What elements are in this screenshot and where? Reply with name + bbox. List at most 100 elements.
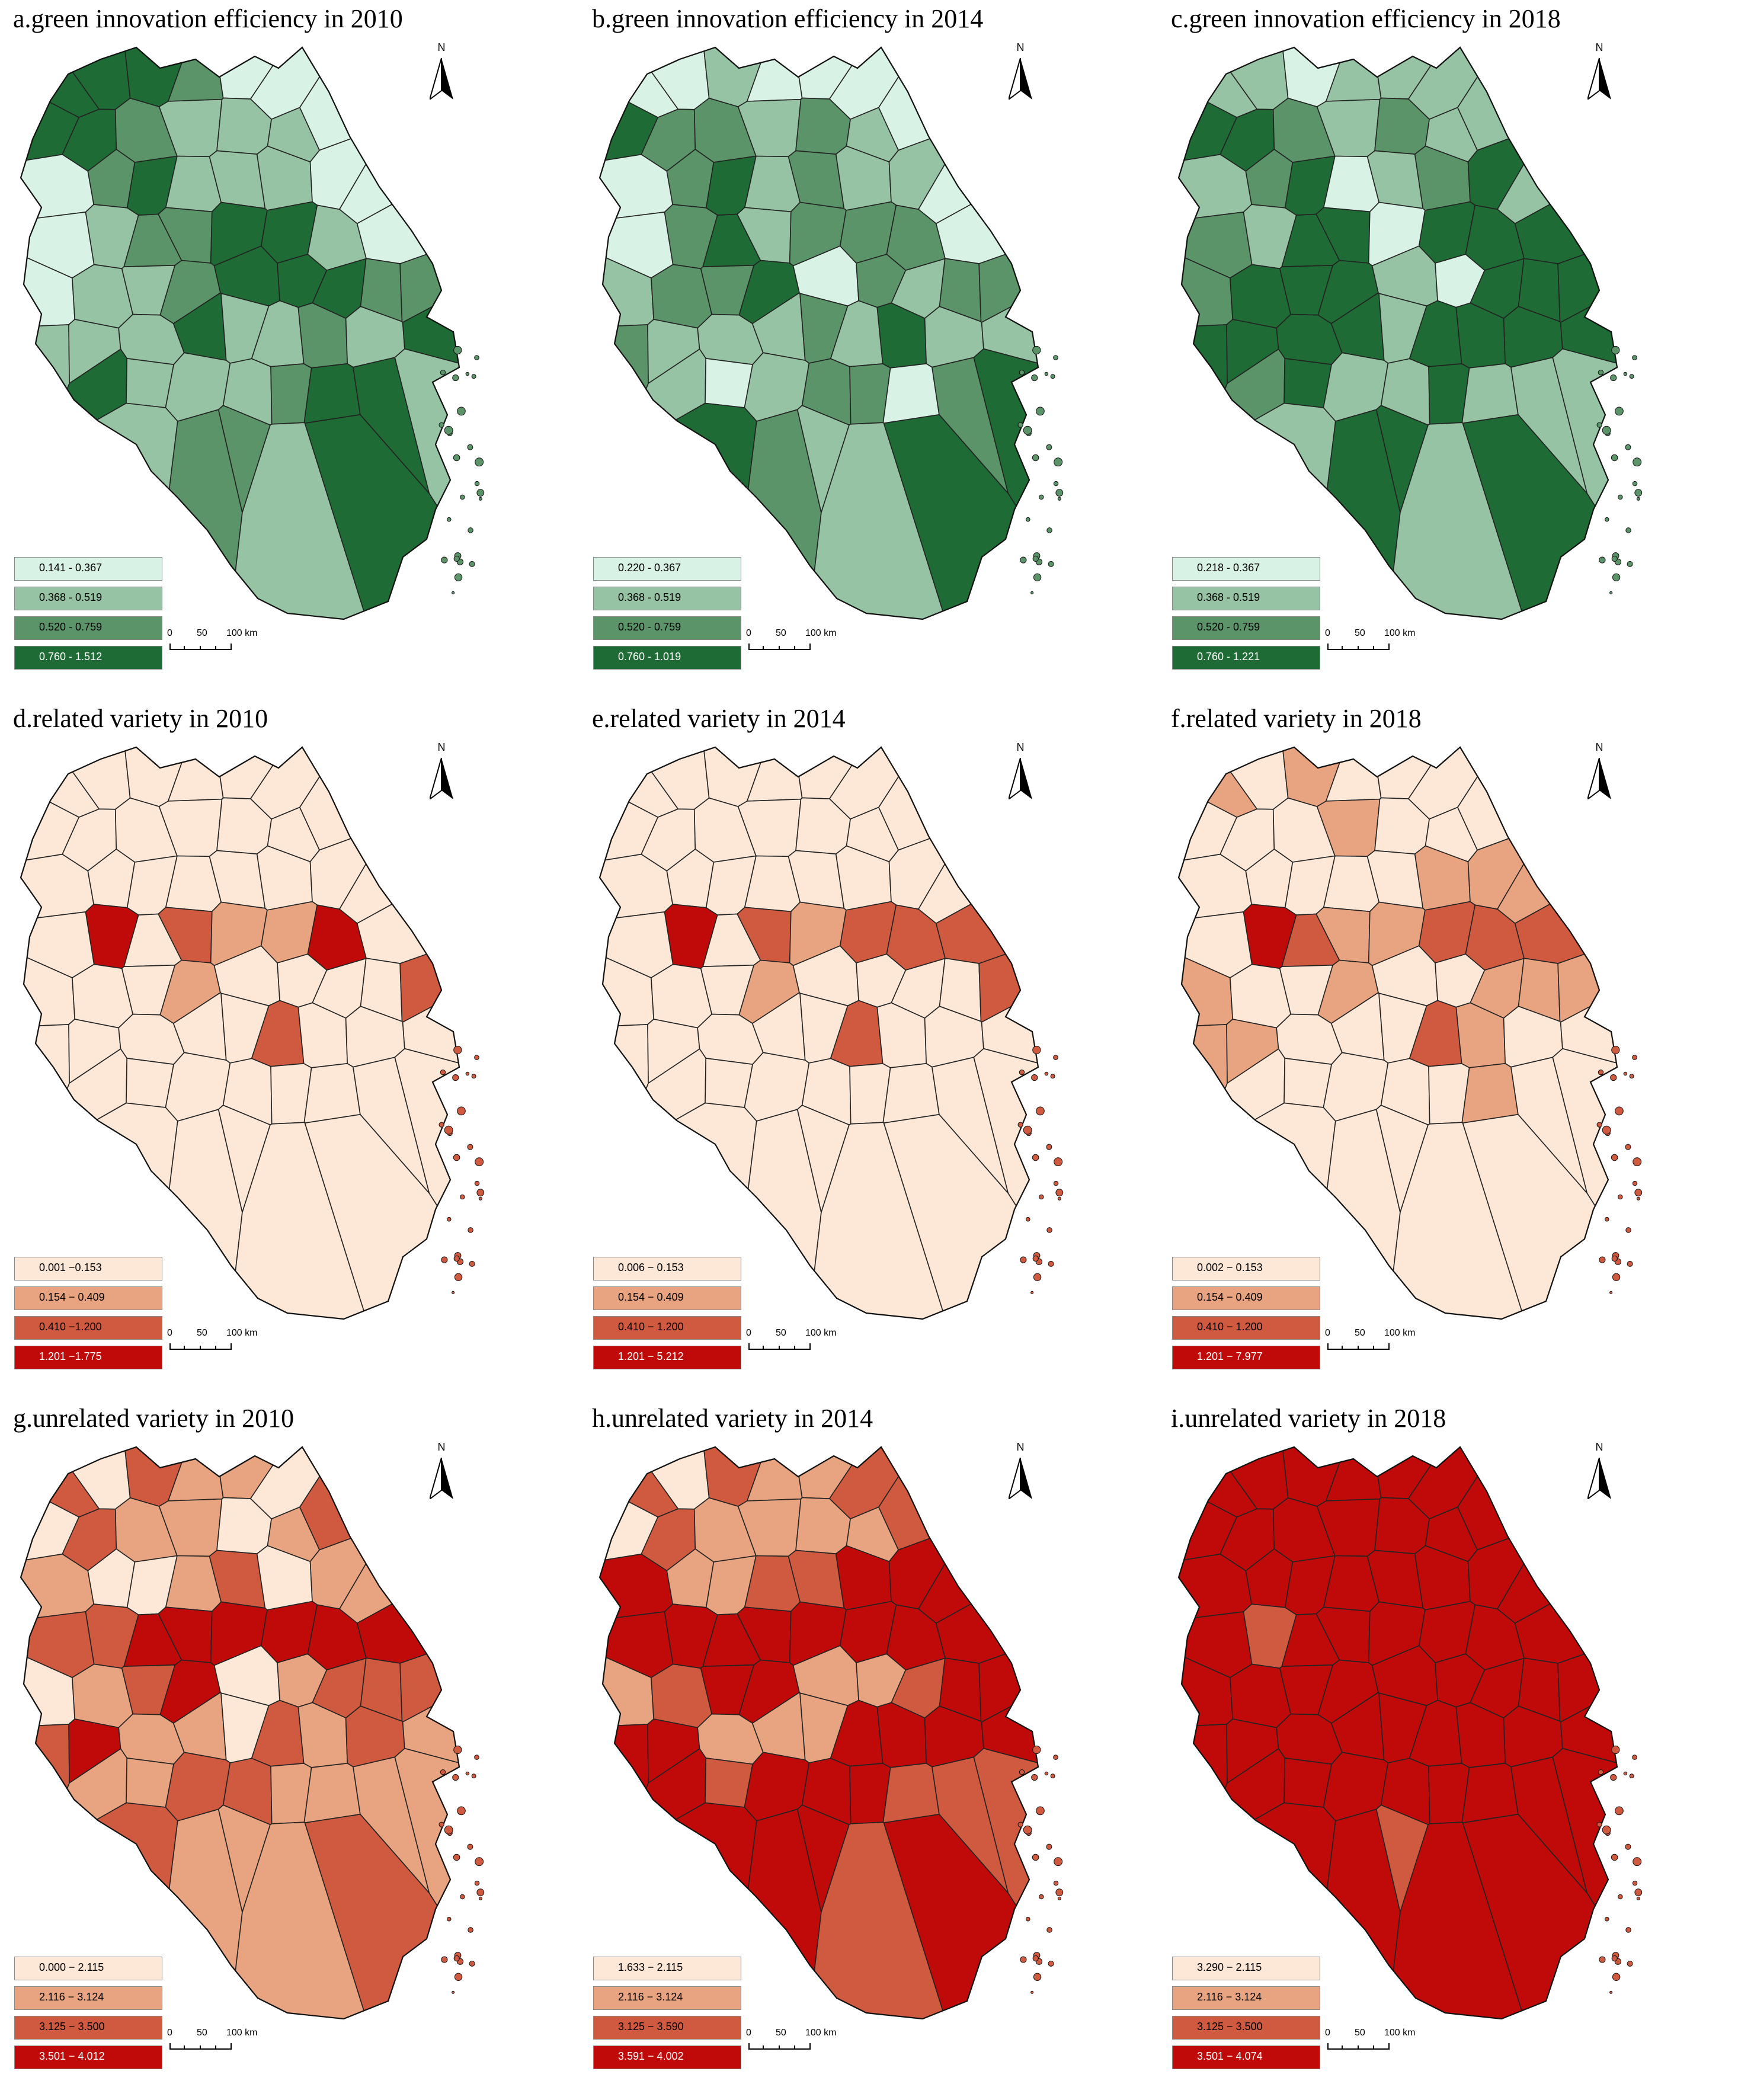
legend-item: 0.410 − 1.200	[1172, 1314, 1326, 1343]
coastal-island	[1629, 1774, 1634, 1779]
north-label: N	[1016, 1441, 1025, 1453]
map-region	[303, 1762, 361, 1824]
legend-label: 3.125 − 3.500	[1197, 2021, 1263, 2032]
coastal-island	[1629, 374, 1634, 379]
scale-bar: 0 50 100 km	[167, 1328, 264, 1358]
coastal-island	[453, 555, 460, 562]
legend-label: 0.760 - 1.512	[39, 651, 103, 662]
region-border	[20, 746, 460, 1320]
coastal-island	[1605, 1217, 1609, 1222]
legend-swatch	[1172, 2045, 1320, 2069]
coastal-island	[1036, 406, 1045, 416]
coastal-island	[1618, 494, 1623, 500]
coastal-island	[457, 406, 466, 416]
coastal-island	[1053, 1180, 1059, 1186]
legend-item: 0.760 - 1.221	[1172, 644, 1326, 673]
map-region	[882, 363, 940, 424]
coastal-island	[1019, 369, 1025, 376]
coastal-island	[452, 591, 455, 594]
legend-label: 3.501 − 4.012	[39, 2050, 105, 2062]
legend-swatch	[593, 587, 741, 610]
map-region	[399, 907, 459, 1023]
legend-swatch	[14, 1346, 162, 1369]
coastal-island	[453, 1045, 462, 1055]
scale-tick-label: 100 km	[226, 2028, 258, 2038]
scale-tick-label: 50	[1355, 1328, 1365, 1338]
legend-swatch	[14, 1286, 162, 1310]
coastal-island	[474, 355, 479, 360]
coastal-island	[438, 1122, 444, 1128]
coastal-island	[460, 1194, 465, 1200]
coastal-island	[454, 1273, 463, 1282]
legend-swatch	[1172, 1257, 1320, 1281]
legend-swatch	[593, 1346, 741, 1369]
legend-item: 3.501 − 4.012	[14, 2043, 168, 2073]
map-region	[600, 324, 649, 488]
coastal-island	[447, 1916, 452, 1922]
coastal-island	[1039, 494, 1044, 500]
legend-label: 0.154 − 0.409	[39, 1291, 105, 1303]
map-region	[299, 47, 459, 151]
legend-item: 0.154 − 0.409	[14, 1284, 168, 1314]
panel-title: e.related variety in 2014	[592, 704, 846, 733]
legend-item: 0.368 - 0.519	[14, 584, 168, 614]
legend: 0.141 - 0.367 0.368 - 0.519 0.520 - 0.759 0…	[14, 555, 168, 673]
coastal-island	[471, 1774, 476, 1779]
coastal-island	[1599, 1956, 1606, 1963]
north-arrow-icon: N	[424, 41, 459, 107]
legend-item: 3.591 − 4.002	[593, 2043, 747, 2073]
choropleth-map	[20, 1446, 485, 2020]
north-arrow-icon: N	[1003, 41, 1038, 107]
coastal-island	[453, 1154, 460, 1161]
legend-item: 0.368 - 0.519	[593, 584, 747, 614]
coastal-island	[1636, 1896, 1640, 1900]
coastal-island	[1625, 527, 1631, 533]
map-region	[935, 1512, 1038, 1664]
scale-bar: 0 50 100 km	[1325, 628, 1422, 658]
coastal-island	[1609, 591, 1613, 594]
map-region	[917, 1447, 1038, 1624]
coastal-island	[471, 1074, 476, 1079]
panel-title: g.unrelated variety in 2010	[13, 1404, 295, 1433]
legend-label: 3.290 − 2.115	[1197, 1961, 1262, 1973]
scale-tick-label: 0	[746, 2028, 751, 2038]
legend-swatch	[1172, 646, 1320, 670]
coastal-island	[476, 1888, 485, 1897]
region-border	[1177, 46, 1618, 620]
region-border	[1177, 746, 1618, 1320]
coastal-island	[1030, 1291, 1034, 1294]
coastal-island	[1032, 1955, 1039, 1962]
coastal-island	[474, 481, 480, 486]
north-label: N	[1016, 741, 1025, 753]
scale-tick-label: 100 km	[226, 628, 258, 638]
coastal-island	[1612, 573, 1621, 582]
legend-label: 1.201 − 7.977	[1197, 1350, 1263, 1362]
coastal-island	[1053, 481, 1059, 486]
coastal-island	[453, 454, 460, 462]
map-region	[338, 47, 459, 225]
coastal-island	[1627, 1960, 1633, 1967]
coastal-island	[1610, 1074, 1617, 1081]
coastal-island	[1057, 1196, 1061, 1201]
legend-item: 0.760 - 1.512	[14, 644, 168, 673]
legend-item: 3.125 − 3.500	[1172, 2013, 1326, 2043]
choropleth-map	[1177, 746, 1643, 1320]
coastal-island	[1030, 591, 1034, 594]
legend-label: 3.591 − 4.002	[618, 2050, 684, 2062]
map-region	[1514, 1512, 1617, 1664]
coastal-island	[1611, 1045, 1620, 1055]
coastal-island	[1032, 345, 1041, 355]
map-panel: f.related variety in 2018 N 0.002 − 0.153 0…	[1158, 700, 1737, 1400]
coastal-island	[1048, 561, 1054, 567]
coastal-island	[1023, 1125, 1032, 1135]
legend-item: 0.520 - 0.759	[593, 614, 747, 644]
coastal-island	[1605, 517, 1609, 522]
north-label: N	[437, 1441, 446, 1453]
legend-label: 0.006 − 0.153	[618, 1262, 684, 1273]
legend: 0.000 − 2.115 2.116 − 3.124 3.125 − 3.500 3…	[14, 1954, 168, 2073]
coastal-island	[454, 1973, 463, 1981]
coastal-island	[1627, 561, 1633, 567]
coastal-island	[465, 372, 470, 376]
coastal-island	[1046, 1927, 1052, 1933]
